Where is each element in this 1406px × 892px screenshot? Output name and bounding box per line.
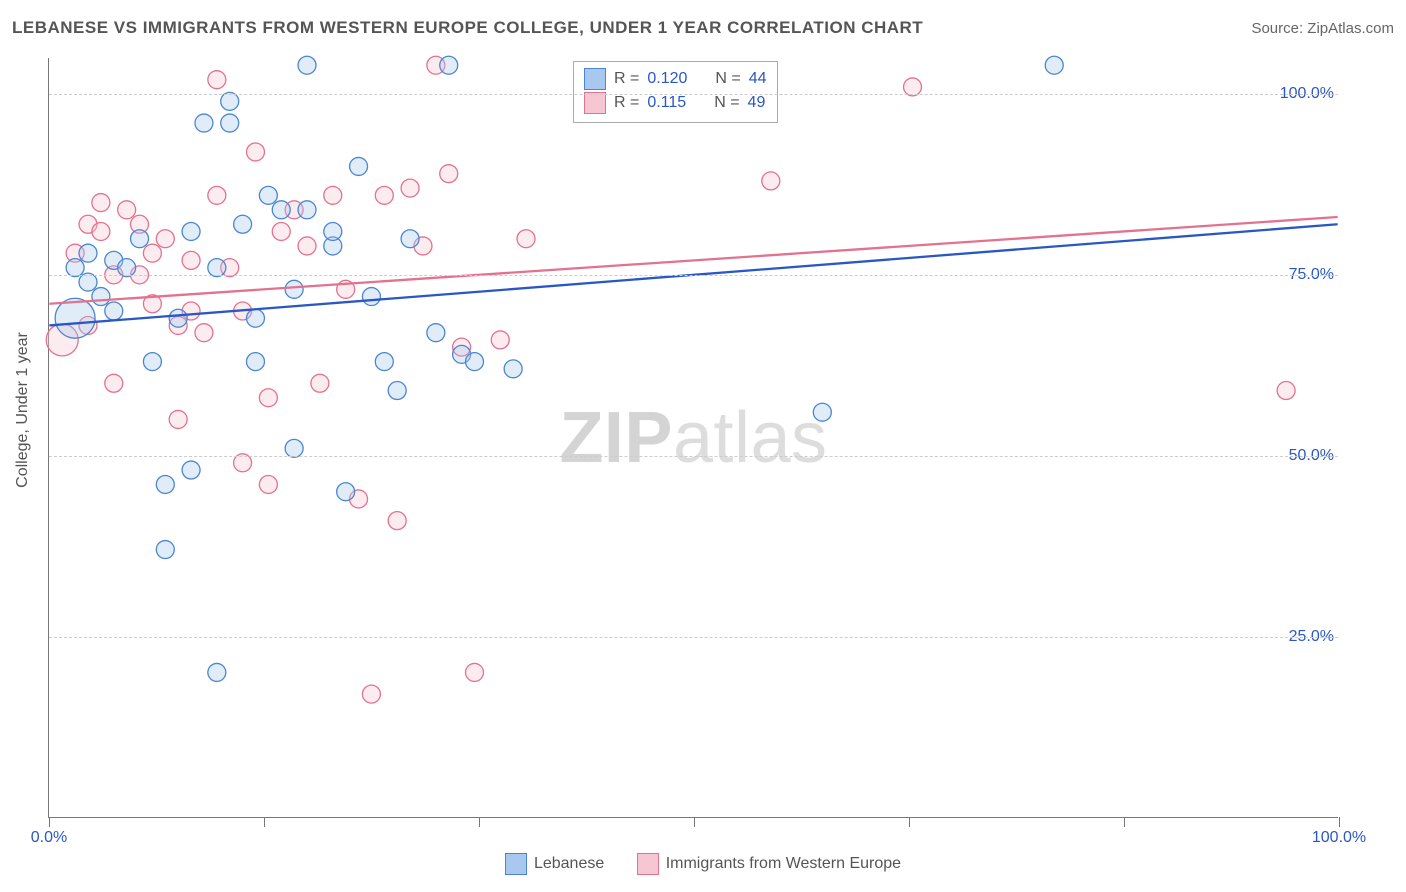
n-label: N = bbox=[714, 94, 739, 112]
x-tick bbox=[1339, 817, 1340, 827]
gridline bbox=[49, 275, 1338, 276]
x-tick bbox=[49, 817, 50, 827]
chart-title: LEBANESE VS IMMIGRANTS FROM WESTERN EURO… bbox=[12, 18, 923, 38]
legend-item-lebanese: Lebanese bbox=[505, 853, 604, 875]
x-tick-label-right: 100.0% bbox=[1312, 829, 1366, 847]
swatch-lebanese-bottom bbox=[505, 853, 527, 875]
n-value-immigrants: 49 bbox=[748, 94, 766, 112]
swatch-immigrants bbox=[584, 92, 606, 114]
x-tick bbox=[694, 817, 695, 827]
swatch-lebanese bbox=[584, 68, 606, 90]
r-label: R = bbox=[614, 94, 639, 112]
r-value-lebanese: 0.120 bbox=[647, 70, 687, 88]
gridline bbox=[49, 456, 1338, 457]
r-value-immigrants: 0.115 bbox=[647, 94, 686, 112]
plot-area: 100.0%75.0%50.0%25.0% ZIPatlas R = 0.120… bbox=[48, 58, 1338, 818]
stats-row-immigrants: R = 0.115 N = 49 bbox=[584, 92, 767, 114]
gridline bbox=[49, 94, 1338, 95]
legend-label-immigrants: Immigrants from Western Europe bbox=[666, 855, 901, 873]
gridline bbox=[49, 637, 1338, 638]
r-label: R = bbox=[614, 70, 639, 88]
x-tick-label-left: 0.0% bbox=[31, 829, 67, 847]
x-tick bbox=[909, 817, 910, 827]
chart-svg bbox=[49, 58, 1338, 817]
legend-item-immigrants: Immigrants from Western Europe bbox=[637, 853, 901, 875]
stats-legend: R = 0.120 N = 44 R = 0.115 N = 49 bbox=[573, 61, 778, 123]
x-tick bbox=[479, 817, 480, 827]
source-credit: Source: ZipAtlas.com bbox=[1251, 20, 1394, 37]
n-value-lebanese: 44 bbox=[749, 70, 767, 88]
swatch-immigrants-bottom bbox=[637, 853, 659, 875]
bottom-legend: Lebanese Immigrants from Western Europe bbox=[0, 853, 1406, 880]
stats-row-lebanese: R = 0.120 N = 44 bbox=[584, 68, 767, 90]
x-tick bbox=[264, 817, 265, 827]
x-tick bbox=[1124, 817, 1125, 827]
legend-label-lebanese: Lebanese bbox=[534, 855, 604, 873]
y-axis-label: College, Under 1 year bbox=[14, 332, 32, 488]
n-label: N = bbox=[715, 70, 740, 88]
